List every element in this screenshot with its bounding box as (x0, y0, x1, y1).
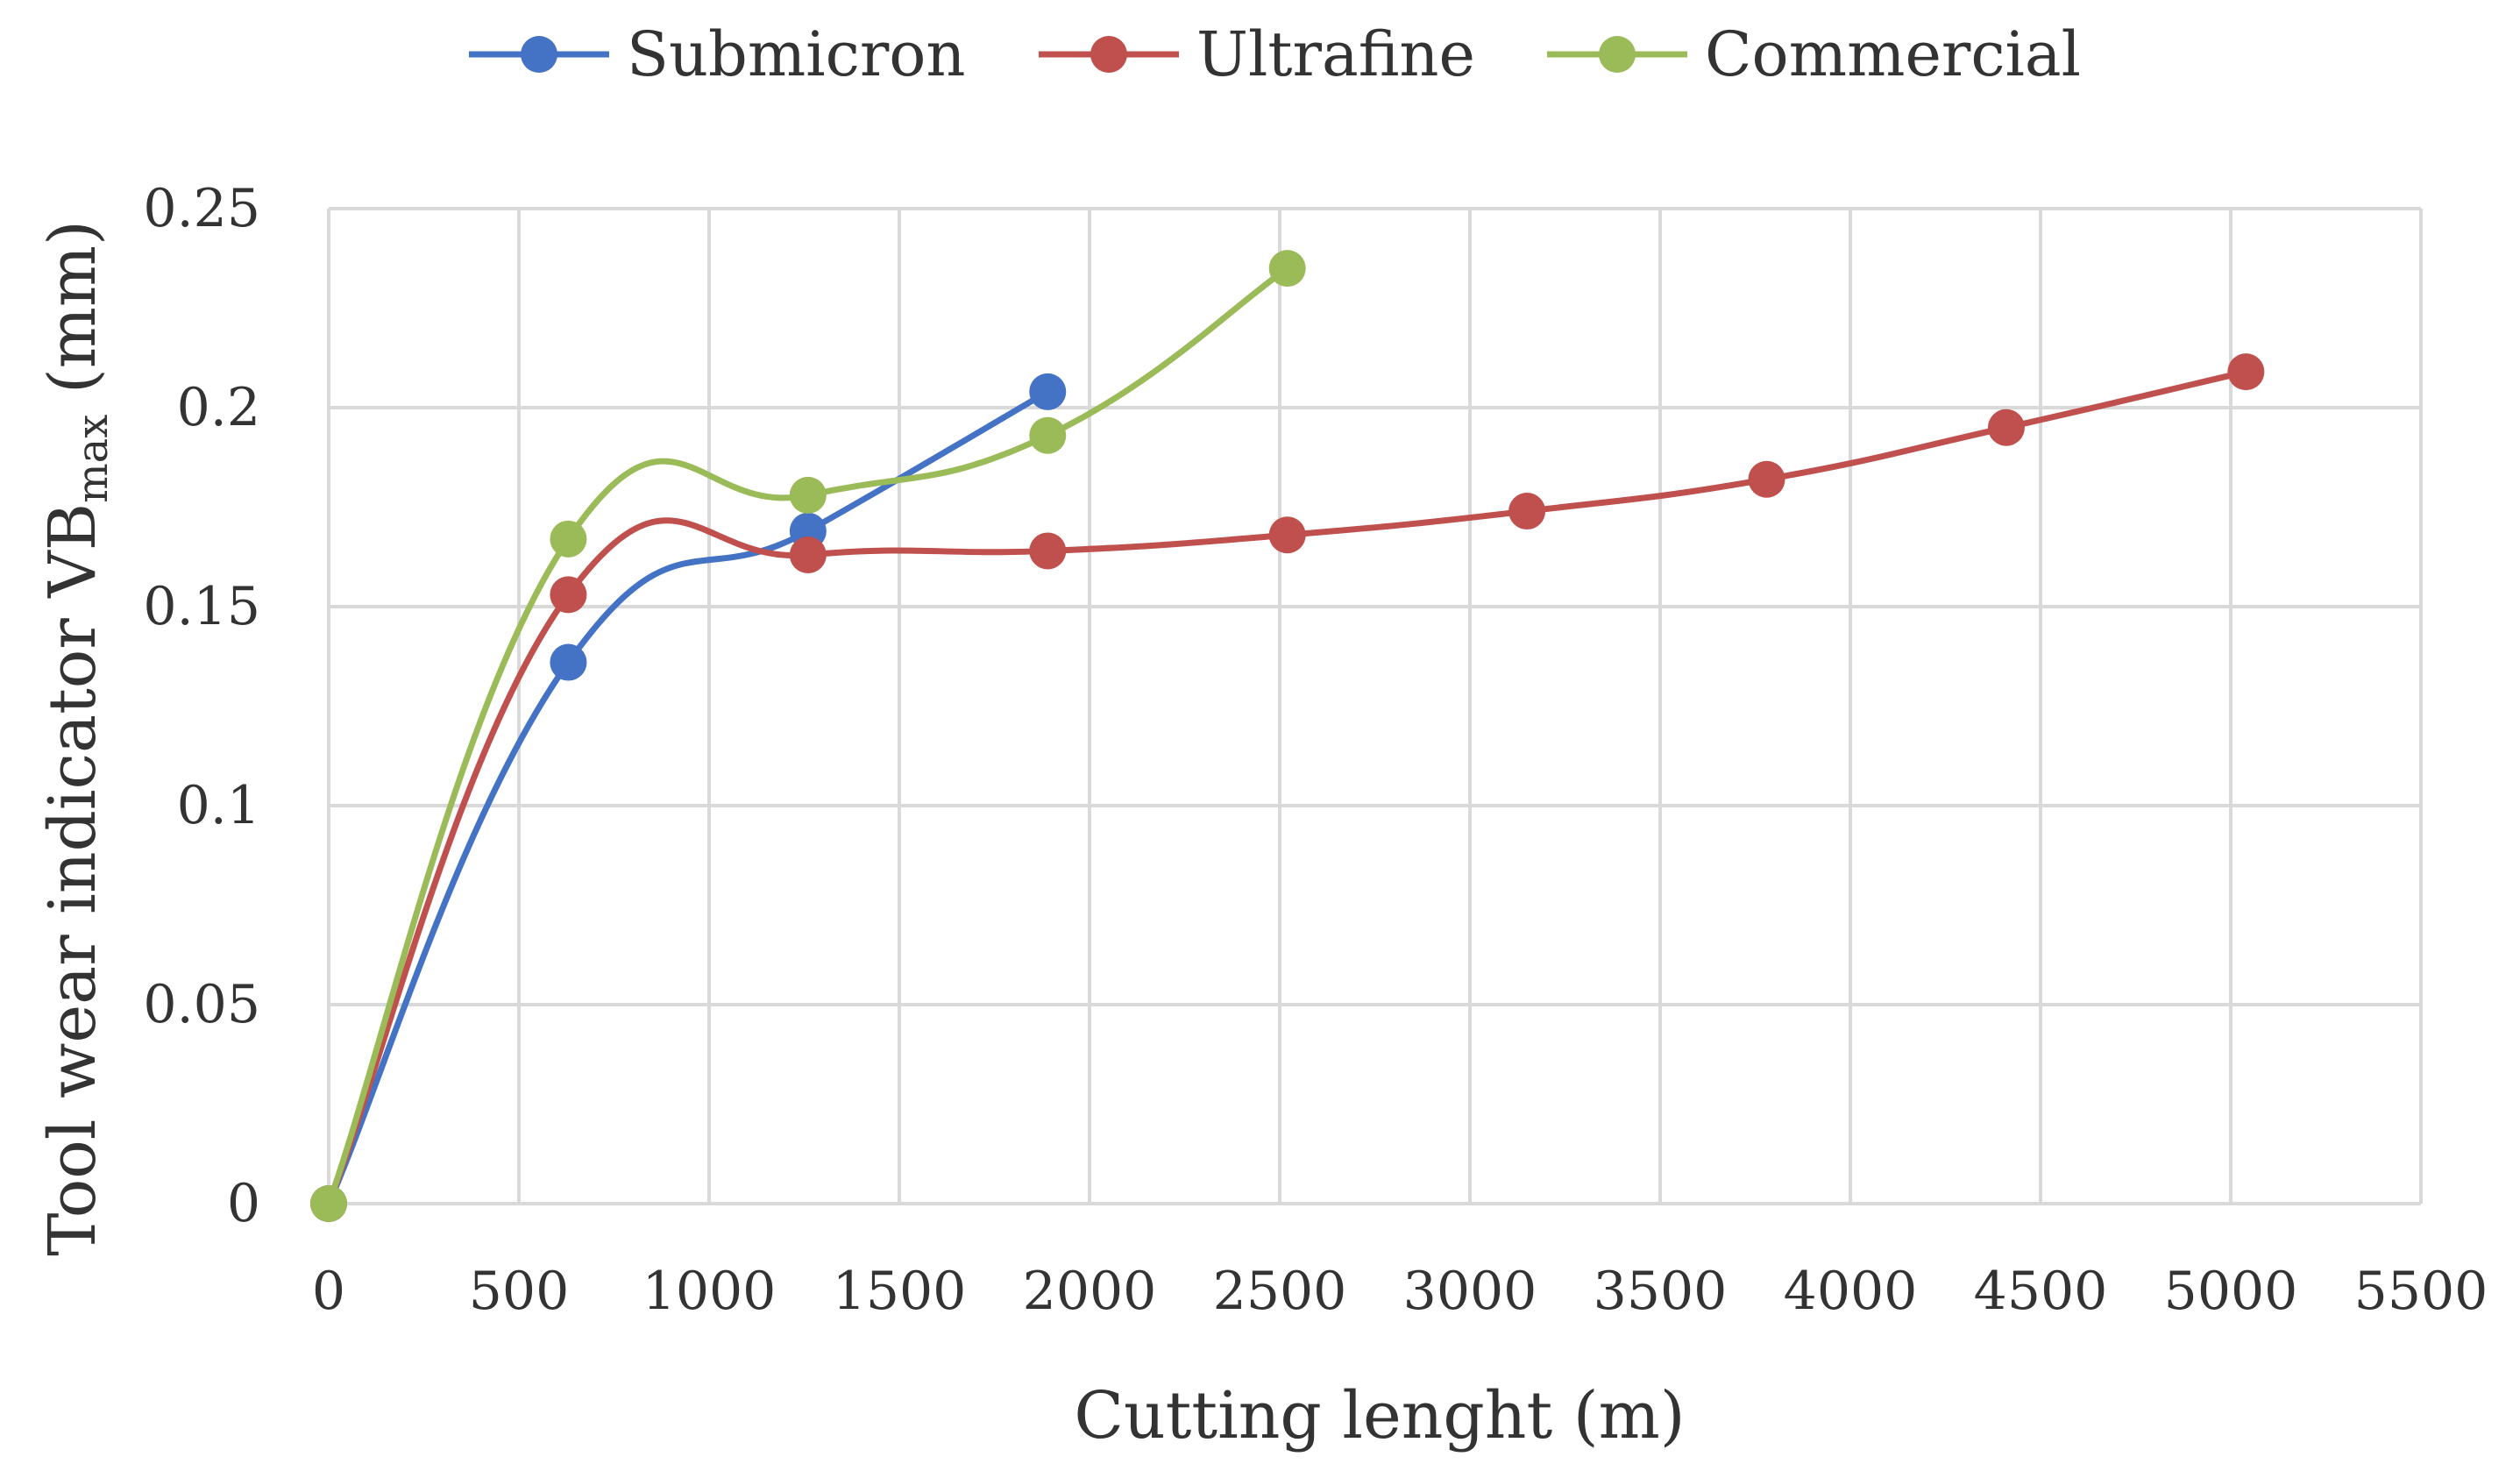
data-point-ultrafine (789, 536, 827, 573)
legend-marker (521, 36, 557, 73)
y-axis-title-main: Tool wear indicator VB (35, 503, 110, 1256)
data-point-ultrafine (1748, 460, 1785, 498)
x-tick-label: 4000 (1784, 1261, 1918, 1322)
series-line-submicron (325, 388, 1051, 1207)
data-point-ultrafine (2227, 353, 2265, 391)
legend-marker (1090, 36, 1127, 73)
y-tick-label: 0.1 (177, 775, 260, 836)
x-tick-label: 5000 (2164, 1261, 2298, 1322)
legend-item-submicron: Submicron (469, 18, 966, 90)
x-tick-label: 3000 (1403, 1261, 1537, 1322)
legend-label: Ultrafine (1196, 18, 1475, 90)
data-point-commercial (1268, 250, 1306, 288)
x-axis-title: Cutting lenght (m) (1074, 1378, 1685, 1453)
data-point-ultrafine (1029, 532, 1067, 570)
x-tick-label: 5500 (2354, 1261, 2488, 1322)
y-tick-label: 0 (227, 1173, 260, 1234)
y-axis-title-unit: (mm) (35, 220, 110, 415)
legend-label: Submicron (627, 18, 966, 90)
data-point-submicron (550, 643, 587, 681)
legend-item-commercial: Commercial (1547, 18, 2081, 90)
data-point-ultrafine (1987, 409, 2025, 446)
x-tick-label: 2500 (1213, 1261, 1347, 1322)
data-point-submicron (1029, 373, 1067, 410)
legend-item-ultrafine: Ultrafine (1039, 18, 1475, 90)
y-axis-title: Tool wear indicator VBmax (mm) (35, 220, 117, 1256)
legend: Submicron Ultrafine Commercial (469, 18, 2081, 90)
data-point-ultrafine (1268, 516, 1306, 554)
y-axis-title-subscript: max (68, 415, 117, 503)
data-point-commercial (789, 476, 827, 514)
y-tick-label: 0.15 (143, 576, 260, 637)
y-tick-label: 0.05 (143, 974, 260, 1035)
legend-label: Commercial (1705, 18, 2081, 90)
legend-marker (1599, 36, 1636, 73)
y-tick-label: 0.2 (177, 377, 260, 438)
y-tick-label: 0.25 (143, 178, 260, 239)
x-tick-label: 1000 (642, 1261, 777, 1322)
data-point-commercial (550, 520, 587, 558)
series-commercial (310, 250, 1306, 1222)
x-tick-label: 3500 (1594, 1261, 1728, 1322)
tick-labels: 0 500 1000 1500 2000 2500 3000 3500 4000 4500 5000… (143, 178, 2488, 1322)
x-tick-label: 1500 (833, 1261, 967, 1322)
data-point-ultrafine (550, 576, 587, 614)
x-tick-label: 2000 (1023, 1261, 1157, 1322)
data-point-commercial (310, 1185, 347, 1222)
x-tick-label: 0 (312, 1261, 345, 1322)
x-tick-label: 4500 (1974, 1261, 2108, 1322)
series-ultrafine (310, 353, 2265, 1222)
series-line-ultrafine (325, 368, 2249, 1207)
series-line-commercial (325, 265, 1291, 1207)
data-point-ultrafine (1508, 493, 1546, 530)
x-tick-label: 500 (469, 1261, 570, 1322)
data-point-commercial (1029, 416, 1067, 454)
series-layer (310, 250, 2265, 1222)
